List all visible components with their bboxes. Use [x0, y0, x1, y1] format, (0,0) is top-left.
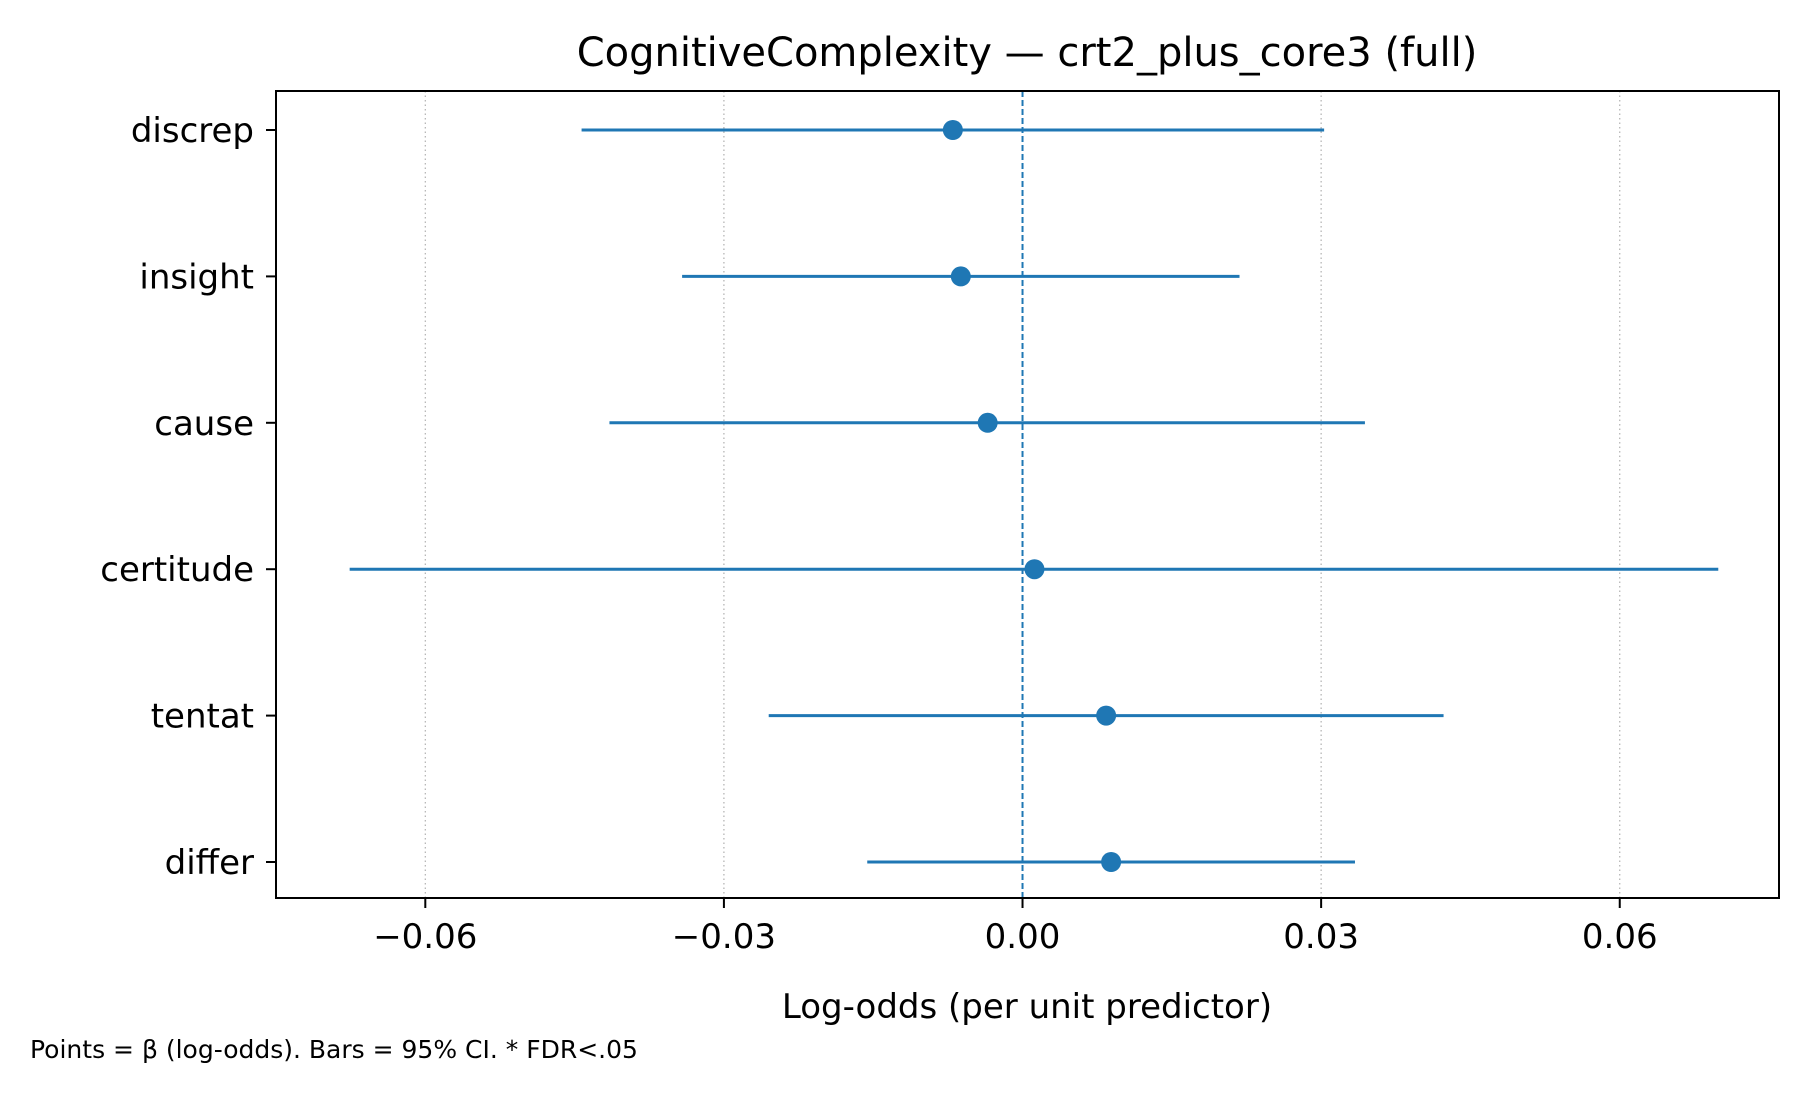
y-tick-label-discrep: discrep	[131, 111, 254, 151]
x-tick-label: 0.06	[1582, 917, 1658, 957]
estimate-point-cause	[977, 412, 998, 433]
y-tick-label-insight: insight	[139, 257, 254, 297]
x-tick-label: −0.03	[672, 917, 776, 957]
plot-area-frame	[275, 90, 1780, 899]
y-tick-label-tentat: tentat	[151, 697, 254, 737]
estimate-point-certitude	[1024, 559, 1045, 580]
x-tick-label: −0.06	[373, 917, 477, 957]
estimate-point-discrep	[942, 120, 963, 140]
chart-title: CognitiveComplexity — crt2_plus_core3 (f…	[577, 30, 1478, 76]
y-tick-label-differ: differ	[165, 843, 254, 883]
estimate-point-insight	[950, 266, 971, 287]
y-tick-label-certitude: certitude	[100, 550, 254, 590]
axis-layer: −0.06 −0.03 0.00 0.03 0.06 discrep insight caus…	[100, 111, 1657, 957]
estimate-point-tentat	[1096, 705, 1117, 726]
x-tick-label: 0.00	[985, 917, 1061, 957]
estimate-point-differ	[1101, 852, 1122, 872]
y-tick-label-cause: cause	[154, 404, 254, 444]
chart-footnote: Points = β (log-odds). Bars = 95% CI. * …	[30, 1035, 638, 1064]
x-axis-label: Log-odds (per unit predictor)	[782, 987, 1272, 1027]
x-tick-label: 0.03	[1283, 917, 1359, 957]
marks-layer	[349, 120, 1719, 872]
